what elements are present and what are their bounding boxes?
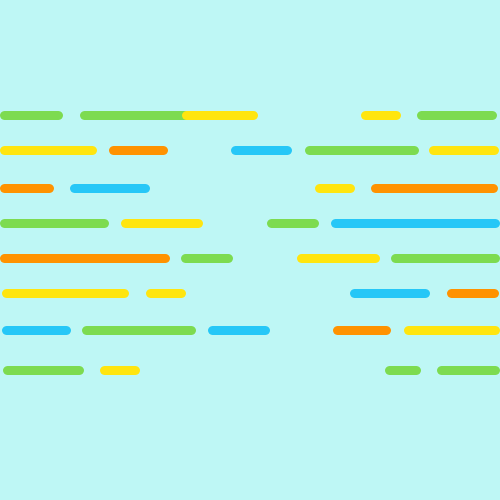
green-dash-row4-3 bbox=[267, 218, 319, 228]
yellow-dash-row1-4 bbox=[361, 110, 401, 120]
orange-dash-row3-1 bbox=[0, 183, 54, 193]
yellow-dash-row4-2 bbox=[121, 218, 203, 228]
orange-dash-row5-1 bbox=[0, 253, 170, 263]
orange-dash-row3-4 bbox=[371, 183, 498, 193]
green-dash-row4-1 bbox=[0, 218, 109, 228]
green-dash-row2-4 bbox=[305, 145, 419, 155]
blue-dash-row2-3 bbox=[231, 145, 292, 155]
orange-dash-row7-4 bbox=[333, 325, 391, 335]
yellow-dash-row8-2 bbox=[100, 365, 140, 375]
yellow-dash-row2-1 bbox=[0, 145, 97, 155]
green-dash-row8-1 bbox=[3, 365, 84, 375]
blue-dash-row3-2 bbox=[70, 183, 150, 193]
green-dash-row5-4 bbox=[391, 253, 500, 263]
blue-dash-row7-3 bbox=[208, 325, 270, 335]
yellow-dash-row7-5 bbox=[404, 325, 500, 335]
yellow-dash-row2-5 bbox=[429, 145, 499, 155]
yellow-dash-row6-2 bbox=[146, 288, 186, 298]
blue-dash-row6-3 bbox=[350, 288, 430, 298]
yellow-dash-row1-3 bbox=[182, 110, 258, 120]
green-dash-row8-3 bbox=[385, 365, 421, 375]
yellow-dash-row5-3 bbox=[297, 253, 380, 263]
green-dash-row7-2 bbox=[82, 325, 196, 335]
orange-dash-row2-2 bbox=[109, 145, 168, 155]
green-dash-row1-2 bbox=[80, 110, 190, 120]
green-dash-row1-5 bbox=[417, 110, 497, 120]
green-dash-row8-4 bbox=[437, 365, 500, 375]
green-dash-row1-1 bbox=[0, 110, 63, 120]
orange-dash-row6-4 bbox=[447, 288, 499, 298]
yellow-dash-row6-1 bbox=[2, 288, 129, 298]
blue-dash-row4-4 bbox=[331, 218, 500, 228]
yellow-dash-row3-3 bbox=[315, 183, 355, 193]
green-dash-row5-2 bbox=[181, 253, 233, 263]
blue-dash-row7-1 bbox=[2, 325, 71, 335]
